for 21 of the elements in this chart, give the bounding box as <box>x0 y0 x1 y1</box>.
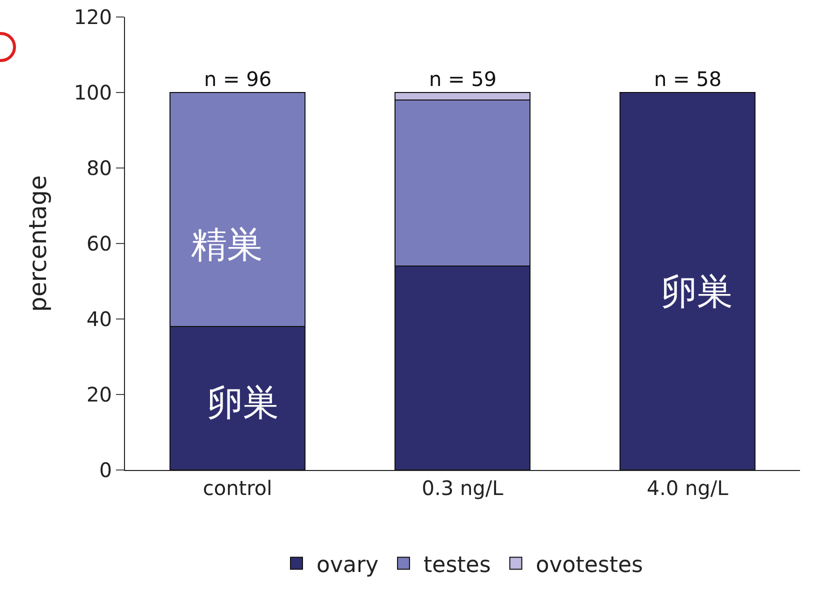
annotation: n = 58 <box>654 67 722 91</box>
annotation: n = 59 <box>429 67 497 91</box>
annotation: 精巣 <box>191 224 263 265</box>
annotation: 卵巣 <box>661 271 733 312</box>
bar <box>620 92 756 470</box>
y-tick-label: 20 <box>86 382 112 406</box>
y-tick-label: 0 <box>99 458 112 482</box>
x-tick-label: 0.3 ng/L <box>422 476 504 500</box>
y-tick-label: 120 <box>74 5 112 29</box>
legend-label: ovotestes <box>536 552 643 578</box>
y-tick-label: 100 <box>74 80 112 104</box>
annotation: n = 96 <box>204 67 272 91</box>
y-tick-label: 60 <box>86 232 112 256</box>
y-tick-label: 80 <box>86 156 112 180</box>
y-axis-title: percentage <box>24 175 52 312</box>
x-tick-label: control <box>202 476 272 500</box>
y-tick-label: 40 <box>86 307 112 331</box>
legend-label: testes <box>424 552 491 578</box>
x-tick-label: 4.0 ng/L <box>646 476 730 500</box>
annotation: 卵巣 <box>207 382 279 423</box>
legend-label: ovary <box>316 552 379 578</box>
